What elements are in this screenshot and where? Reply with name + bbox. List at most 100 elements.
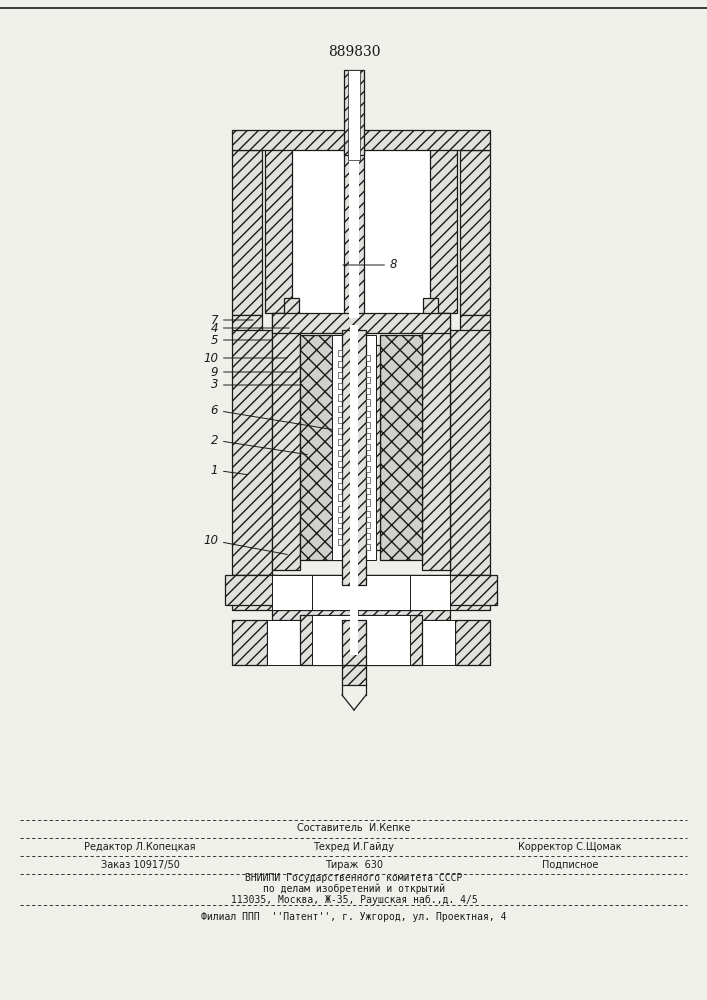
Text: Корректор С.Щомак: Корректор С.Щомак: [518, 842, 622, 852]
Bar: [338, 439, 342, 445]
Bar: [338, 406, 342, 412]
Bar: [366, 522, 370, 528]
Text: ВНИИПИ Государственного комитета СССР: ВНИИПИ Государственного комитета СССР: [245, 873, 462, 883]
Bar: [430, 148, 457, 313]
Text: Тираж  630: Тираж 630: [325, 860, 383, 870]
Bar: [350, 575, 358, 655]
Bar: [338, 517, 342, 523]
Bar: [422, 313, 450, 570]
Text: Филиал ППП  ''Патент'', г. Ужгород, ул. Проектная, 4: Филиал ППП ''Патент'', г. Ужгород, ул. П…: [201, 912, 507, 922]
Bar: [342, 330, 366, 585]
Bar: [284, 298, 299, 318]
Bar: [447, 575, 497, 605]
Text: по делам изобретений и открытий: по делам изобретений и открытий: [263, 884, 445, 894]
Text: Редактор Л.Копецкая: Редактор Л.Копецкая: [84, 842, 196, 852]
Bar: [338, 428, 342, 434]
Bar: [366, 511, 370, 517]
Bar: [366, 411, 370, 417]
Bar: [366, 366, 370, 372]
Bar: [342, 620, 366, 665]
Bar: [338, 483, 342, 489]
Bar: [344, 70, 364, 155]
Bar: [366, 533, 370, 539]
Bar: [272, 575, 450, 620]
Bar: [410, 575, 450, 610]
Polygon shape: [460, 315, 490, 337]
Bar: [312, 615, 410, 665]
Bar: [338, 394, 342, 401]
Polygon shape: [232, 315, 262, 337]
Bar: [366, 355, 370, 361]
Bar: [338, 539, 342, 545]
Bar: [232, 330, 272, 575]
Bar: [338, 350, 342, 356]
Bar: [300, 615, 422, 665]
Bar: [292, 148, 430, 313]
Bar: [338, 372, 342, 378]
Bar: [423, 298, 438, 318]
Bar: [338, 506, 342, 512]
Bar: [380, 335, 422, 560]
Bar: [338, 417, 342, 423]
Bar: [366, 377, 370, 383]
Bar: [366, 455, 370, 461]
Bar: [366, 477, 370, 483]
Bar: [338, 528, 342, 534]
Bar: [338, 461, 342, 467]
Bar: [232, 130, 490, 150]
Text: 3: 3: [211, 378, 302, 391]
Bar: [350, 325, 358, 600]
Bar: [232, 620, 267, 665]
Bar: [342, 345, 380, 550]
Bar: [366, 433, 370, 439]
Text: 6: 6: [211, 403, 332, 430]
Bar: [338, 361, 342, 367]
Text: Техред И.Гайду: Техред И.Гайду: [313, 842, 395, 852]
Bar: [272, 313, 300, 570]
Bar: [338, 383, 342, 389]
Bar: [366, 544, 370, 550]
Bar: [366, 399, 370, 406]
Bar: [265, 148, 292, 313]
Bar: [366, 422, 370, 428]
Text: 2: 2: [211, 434, 308, 455]
Text: 1: 1: [211, 464, 247, 477]
Bar: [312, 575, 410, 610]
Bar: [300, 335, 342, 560]
Bar: [267, 620, 347, 665]
Text: 9: 9: [211, 365, 297, 378]
Text: 5: 5: [211, 334, 272, 347]
Bar: [338, 472, 342, 478]
Bar: [375, 620, 455, 665]
Bar: [232, 575, 490, 610]
Text: 113035, Москва, Ж-35, Раушская наб.,д. 4/5: 113035, Москва, Ж-35, Раушская наб.,д. 4…: [230, 895, 477, 905]
Text: 10: 10: [203, 534, 287, 554]
Bar: [332, 335, 376, 560]
Text: 889830: 889830: [328, 45, 380, 59]
Bar: [460, 150, 490, 315]
Text: 8: 8: [343, 258, 397, 271]
Bar: [366, 499, 370, 506]
Bar: [338, 494, 342, 501]
Text: Подписное: Подписное: [542, 860, 598, 870]
Bar: [455, 620, 490, 665]
Bar: [225, 575, 275, 605]
Bar: [342, 665, 366, 685]
Bar: [348, 70, 360, 160]
Bar: [338, 450, 342, 456]
Bar: [272, 313, 450, 333]
Text: 7: 7: [211, 314, 253, 326]
Text: 4: 4: [211, 322, 289, 334]
Bar: [450, 330, 490, 575]
Text: Заказ 10917/50: Заказ 10917/50: [100, 860, 180, 870]
Bar: [349, 148, 359, 318]
Text: 10: 10: [203, 352, 287, 364]
Bar: [366, 388, 370, 394]
Bar: [344, 148, 364, 318]
Text: Составитель  И.Кепке: Составитель И.Кепке: [298, 823, 411, 833]
Bar: [232, 150, 262, 315]
Bar: [272, 575, 312, 610]
Bar: [366, 488, 370, 494]
Bar: [366, 444, 370, 450]
Bar: [366, 466, 370, 472]
